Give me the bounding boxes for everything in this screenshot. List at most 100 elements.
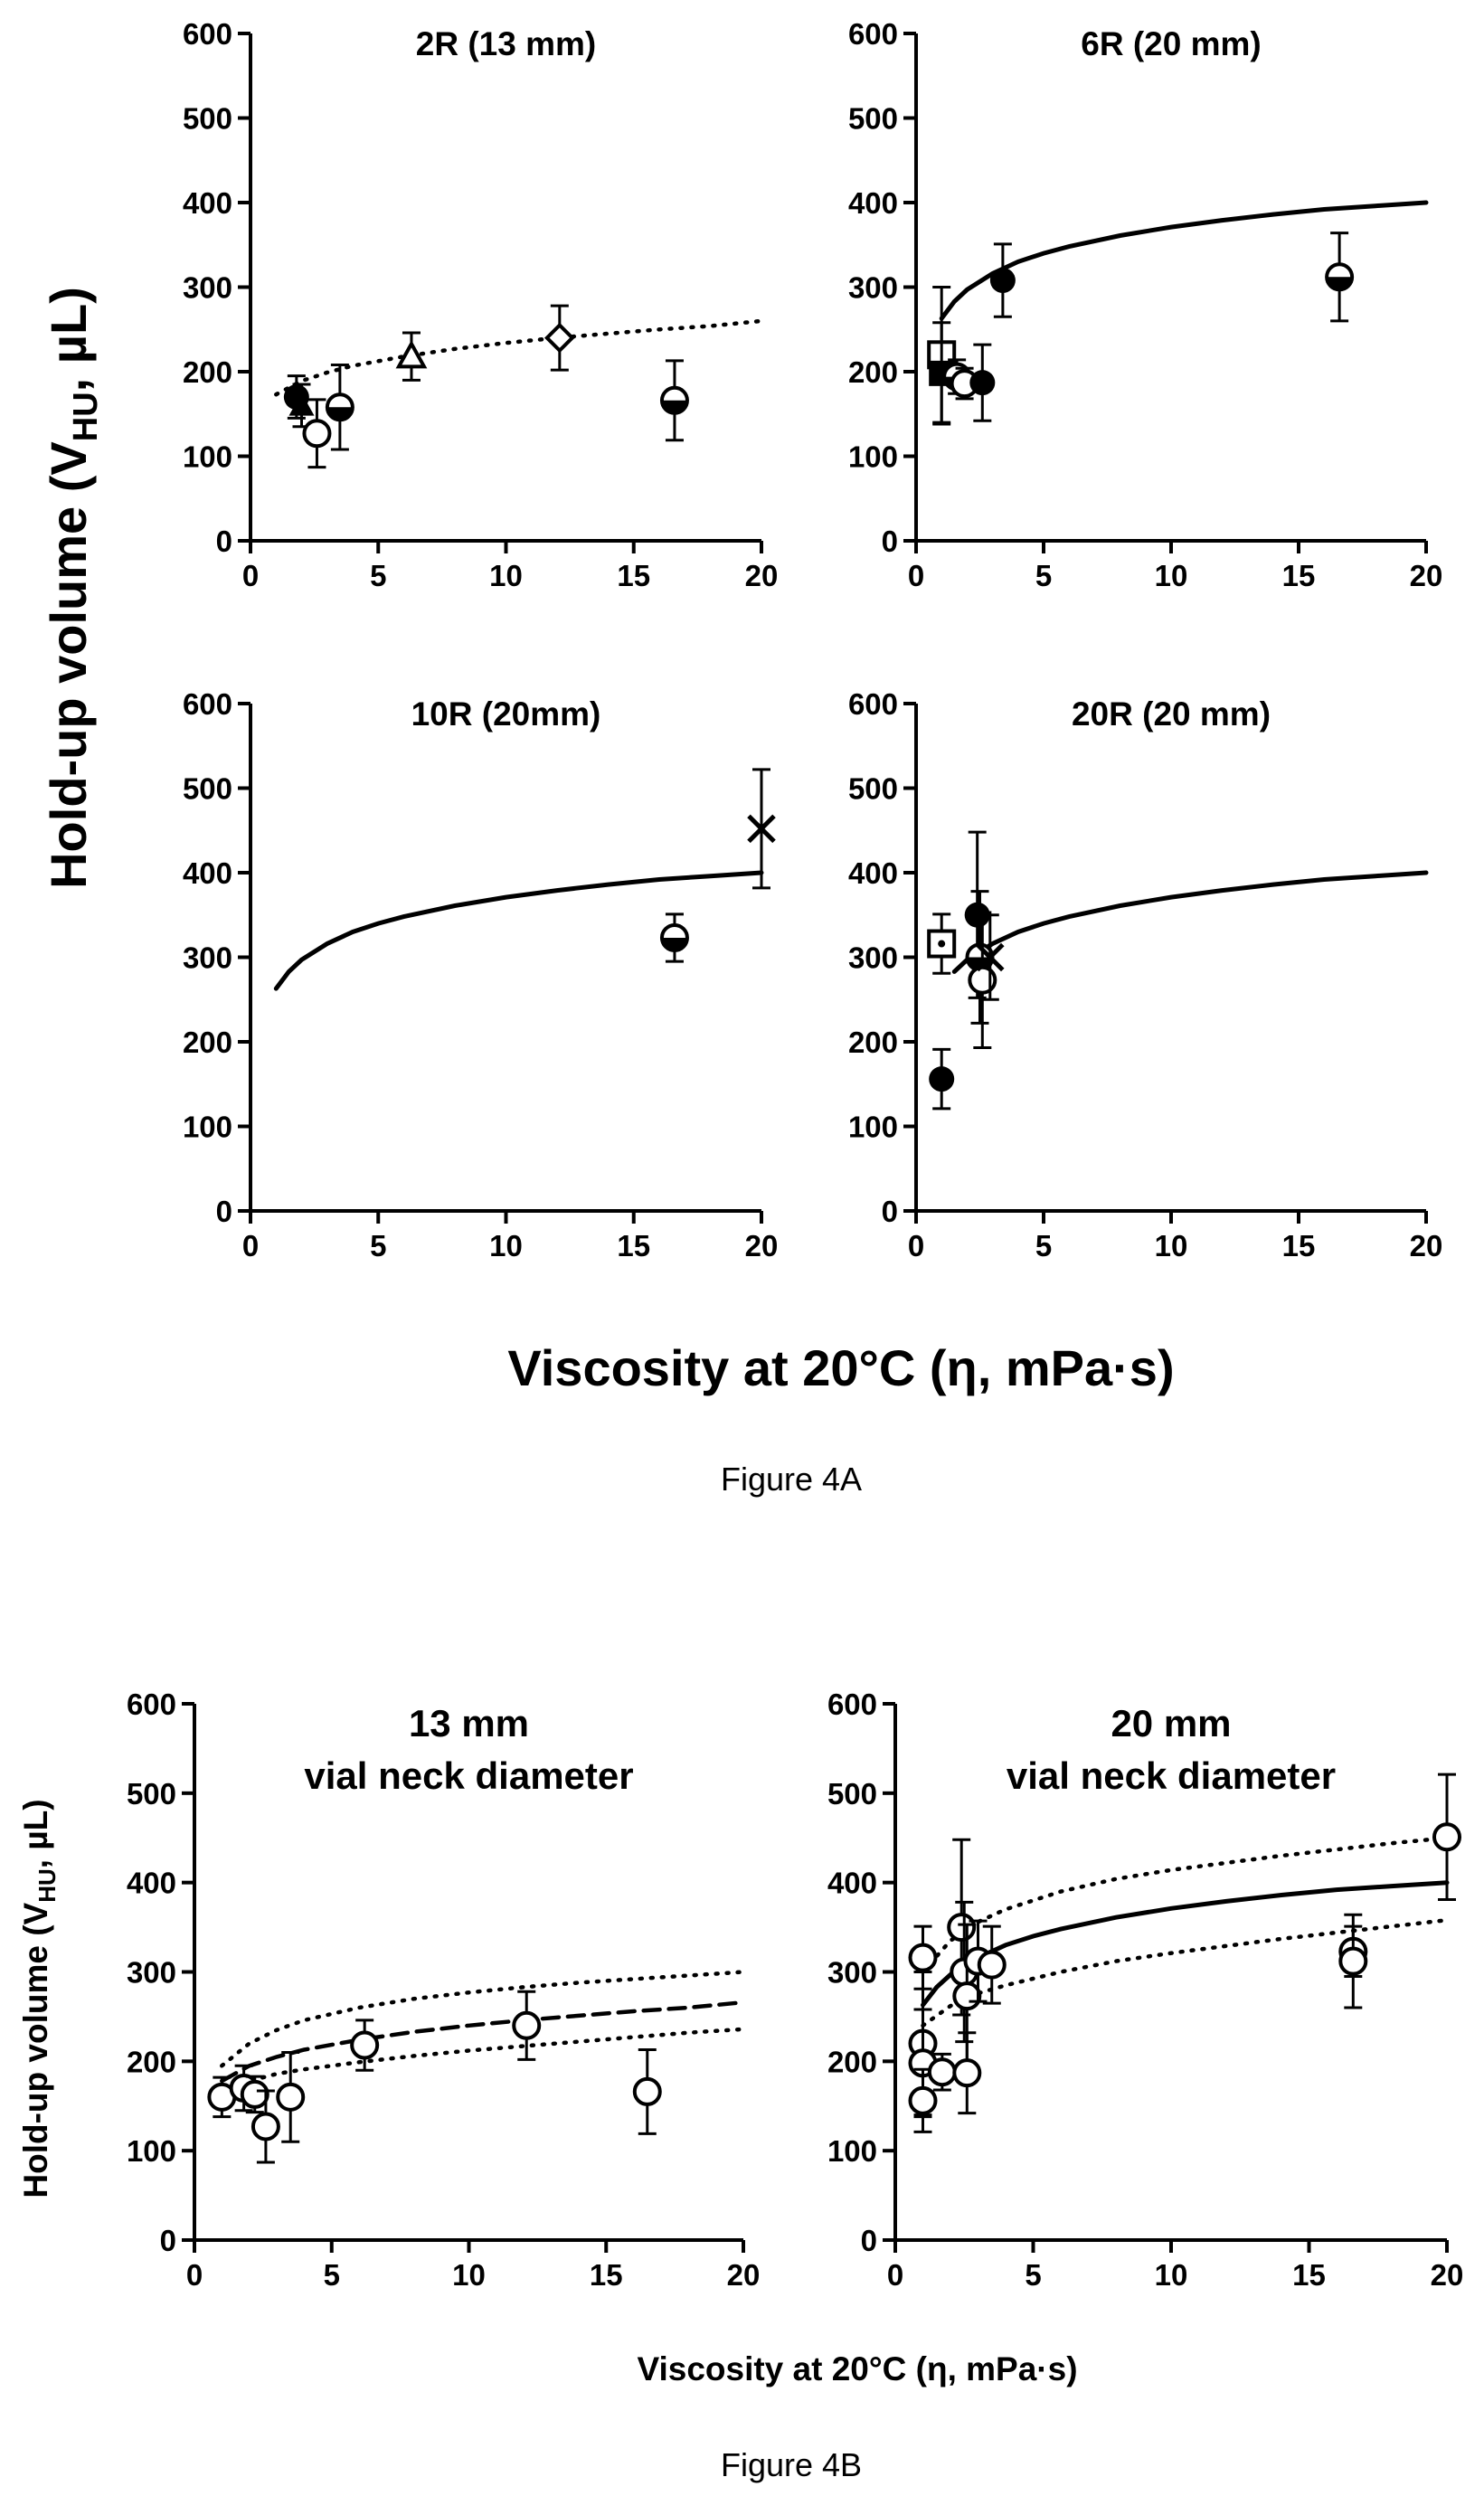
data-point-open-circle (302, 398, 332, 469)
data-point-half-circle (325, 364, 354, 451)
y-tick-label: 100 (127, 2134, 176, 2168)
chart-title-line: 13 mm (409, 1702, 529, 1744)
marker-open-circle (1338, 1946, 1368, 1976)
marker-open-circle (908, 1943, 938, 1972)
marker-open-circle (1432, 1822, 1461, 1852)
marker-open-circle (908, 2085, 938, 2115)
marker-open-circle (250, 2112, 280, 2141)
marker-open-circle (512, 2010, 542, 2040)
y-tick-label: 0 (861, 2224, 877, 2257)
y-tick-label: 400 (848, 186, 898, 220)
data-point-open-circle (512, 1990, 542, 2061)
y-tick-label: 300 (183, 941, 232, 975)
data-point-cross (976, 913, 1005, 1001)
figure-a-y-axis-label: Hold-up volume (VHU, µL) (40, 287, 105, 889)
y-tick-label: 500 (183, 102, 232, 136)
marker-open-circle (302, 419, 332, 449)
x-tick-label: 0 (242, 1229, 259, 1262)
y-tick-label: 200 (848, 355, 898, 389)
x-tick-label: 15 (1282, 559, 1316, 592)
y-tick-label: 500 (183, 772, 232, 806)
fit-curve-dotted (274, 318, 764, 397)
data-point-open-circle (632, 2047, 662, 2135)
chart-panel-20r: 0 100 200 300 400 500 600 0 5 10 15 20 20R (20 mm) (848, 687, 1442, 1262)
fit-curve-dotted (220, 1970, 746, 2068)
chart-title-line: 20 mm (1111, 1702, 1231, 1744)
y-tick-label: 100 (848, 1111, 898, 1144)
data-point-open-circle (250, 2089, 280, 2164)
marker-cross (747, 814, 776, 844)
fit-curve-solid (273, 870, 764, 991)
fit-curve-dotted (921, 1917, 1450, 2028)
data-point-half-circle (1325, 232, 1355, 323)
marker-filled-circle (969, 370, 996, 396)
figure-b-x-axis-label: Viscosity at 20°C (η, mPa·s) (637, 2350, 1077, 2387)
data-point-open-circle (350, 2019, 380, 2072)
x-tick-label: 0 (186, 2258, 203, 2292)
chart-panel-13mm: 0 100 200 300 400 500 600 0 5 10 15 20 13 mm vial nec… (127, 1688, 760, 2292)
x-tick-label: 20 (745, 1229, 779, 1262)
y-tick-label: 300 (848, 271, 898, 305)
x-tick-label: 10 (1155, 2258, 1188, 2292)
chart-panel-20mm: 0 100 200 300 400 500 600 0 5 10 15 20 20 mm vial nec… (827, 1688, 1463, 2292)
y-tick-label: 200 (183, 1026, 232, 1059)
marker-open-diamond (544, 322, 575, 354)
data-point-open-circle (1432, 1773, 1461, 1901)
marker-open-circle (632, 2076, 662, 2106)
data-point-filled-circle (989, 242, 1016, 318)
marker-filled-circle (989, 268, 1016, 294)
data-point-open-circle (977, 1924, 1007, 2005)
x-tick-label: 20 (727, 2258, 761, 2292)
chart-title-line: vial neck diameter (1007, 1754, 1336, 1797)
y-tick-label: 600 (827, 1688, 877, 1721)
x-tick-label: 5 (1035, 559, 1052, 592)
marker-half-fill (661, 400, 687, 413)
x-tick-label: 15 (617, 559, 650, 592)
y-tick-label: 600 (183, 687, 232, 721)
x-tick-label: 15 (590, 2258, 623, 2292)
marker-open-circle (947, 1913, 977, 1943)
y-tick-label: 600 (127, 1688, 176, 1721)
y-tick-label: 500 (827, 1777, 877, 1811)
y-tick-label: 400 (848, 856, 898, 890)
y-tick-label: 100 (827, 2134, 877, 2168)
x-tick-label: 5 (370, 559, 386, 592)
data-point-open-diamond (544, 304, 575, 372)
x-tick-label: 5 (370, 1229, 386, 1262)
marker-open-circle (927, 2057, 957, 2087)
fit-curve-dotted (220, 2027, 746, 2095)
y-tick-label: 100 (183, 1111, 232, 1144)
y-tick-label: 400 (827, 1867, 877, 1900)
data-point-open-circle (952, 2031, 982, 2115)
marker-center-dot (938, 940, 946, 948)
fit-curve-solid (951, 870, 1429, 974)
fit-curve-solid (939, 200, 1429, 321)
y-tick-label: 400 (127, 1867, 176, 1900)
figure-b-y-axis-label: Hold-up volume (VHU, µL) (17, 1799, 61, 2198)
marker-open-circle (240, 2079, 269, 2109)
data-point-cross (747, 768, 776, 890)
y-tick-label: 100 (183, 440, 232, 474)
data-point-half-circle (659, 912, 689, 963)
data-point-filled-circle (969, 343, 996, 422)
marker-half-fill (326, 407, 353, 421)
x-tick-label: 10 (489, 559, 523, 592)
marker-half-fill (1327, 277, 1353, 290)
y-tick-label: 0 (160, 2224, 176, 2257)
marker-filled-circle (929, 1066, 955, 1092)
chart-title-line: 2R (13 mm) (416, 25, 596, 62)
x-tick-label: 20 (1410, 1229, 1443, 1262)
y-tick-label: 300 (848, 941, 898, 975)
chart-title-line: vial neck diameter (304, 1754, 633, 1797)
chart-title-line: 20R (20 mm) (1072, 695, 1271, 733)
marker-open-triangle (395, 340, 428, 369)
y-tick-label: 0 (882, 525, 898, 558)
chart-panel-10r: 0 100 200 300 400 500 600 0 5 10 15 20 10R (20mm) (183, 687, 778, 1262)
data-point-open-circle (1338, 1913, 1368, 2009)
marker-open-circle (276, 2082, 306, 2112)
marker-dot-square (927, 929, 957, 959)
x-tick-label: 15 (1282, 1229, 1316, 1262)
fit-curve-dashed (220, 2000, 746, 2084)
data-point-open-circle (207, 2075, 237, 2119)
